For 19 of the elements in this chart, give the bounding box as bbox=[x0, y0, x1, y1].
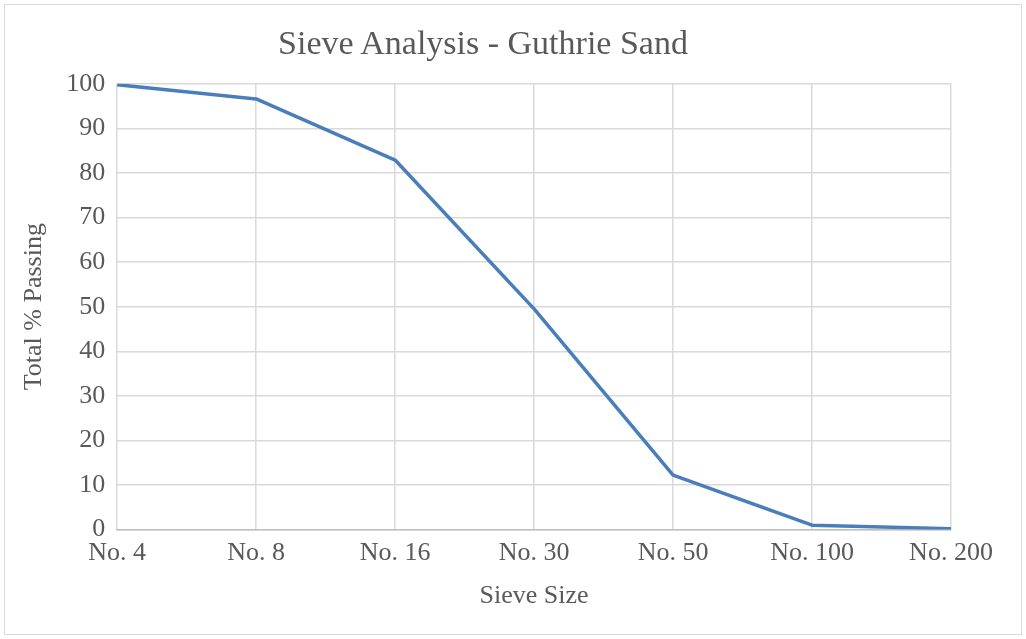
x-tick-label: No. 16 bbox=[359, 537, 431, 567]
x-axis-title: Sieve Size bbox=[479, 580, 589, 610]
y-tick-label: 100 bbox=[66, 67, 106, 97]
y-tick-label: 60 bbox=[79, 245, 106, 275]
x-tick-label: No. 30 bbox=[498, 537, 570, 567]
y-tick-label: 20 bbox=[79, 424, 106, 454]
y-tick-label: 10 bbox=[79, 468, 106, 498]
y-tick-label: 30 bbox=[79, 379, 106, 409]
x-tick-label: No. 100 bbox=[770, 537, 854, 567]
chart-title: Sieve Analysis - Guthrie Sand bbox=[278, 24, 688, 62]
y-tick-label: 40 bbox=[79, 335, 106, 365]
y-tick-label: 90 bbox=[79, 112, 106, 142]
y-tick-label: 70 bbox=[79, 201, 106, 231]
y-axis-title: Total % Passing bbox=[18, 223, 48, 391]
y-tick-label: 80 bbox=[79, 156, 106, 186]
y-tick-label: 50 bbox=[79, 290, 106, 320]
x-tick-label: No. 200 bbox=[909, 537, 993, 567]
x-tick-label: No. 8 bbox=[227, 537, 286, 567]
x-tick-label: No. 50 bbox=[637, 537, 709, 567]
